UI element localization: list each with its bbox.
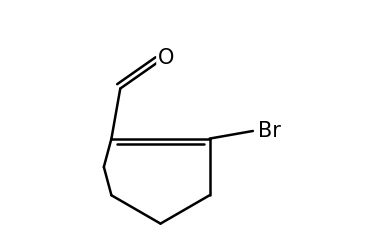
Text: Br: Br (258, 121, 281, 141)
Text: O: O (158, 48, 175, 68)
